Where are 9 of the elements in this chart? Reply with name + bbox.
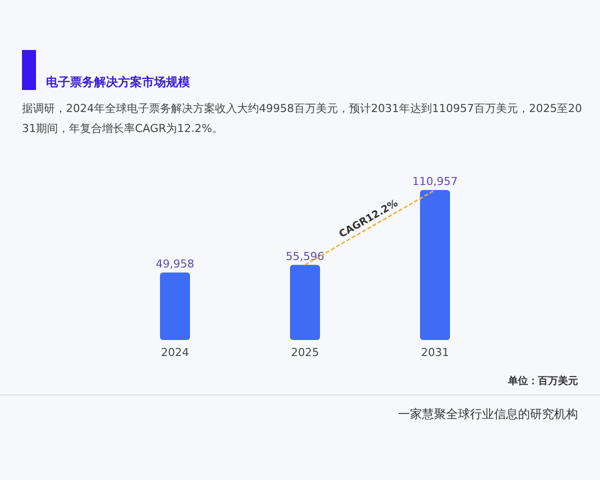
chart-subtitle: 据调研，2024年全球电子票务解决方案收入大约49958百万美元，预计2031年达到110957百万美元，2025至2031期间，年复合增长率CAGR为12.2%。 (22, 102, 582, 135)
data-label: 110,957 (412, 175, 458, 188)
chart-title: 电子票务解决方案市场规模 (46, 75, 190, 89)
x-tick-label: 2024 (161, 346, 189, 359)
text: 单位：百万美元 (507, 375, 578, 387)
x-tick-label: 2031 (421, 346, 449, 359)
x-tick-label: 2025 (291, 346, 319, 359)
data-label: 49,958 (156, 257, 194, 270)
text: 一家慧聚全球行业信息的研究机构 (398, 407, 578, 421)
